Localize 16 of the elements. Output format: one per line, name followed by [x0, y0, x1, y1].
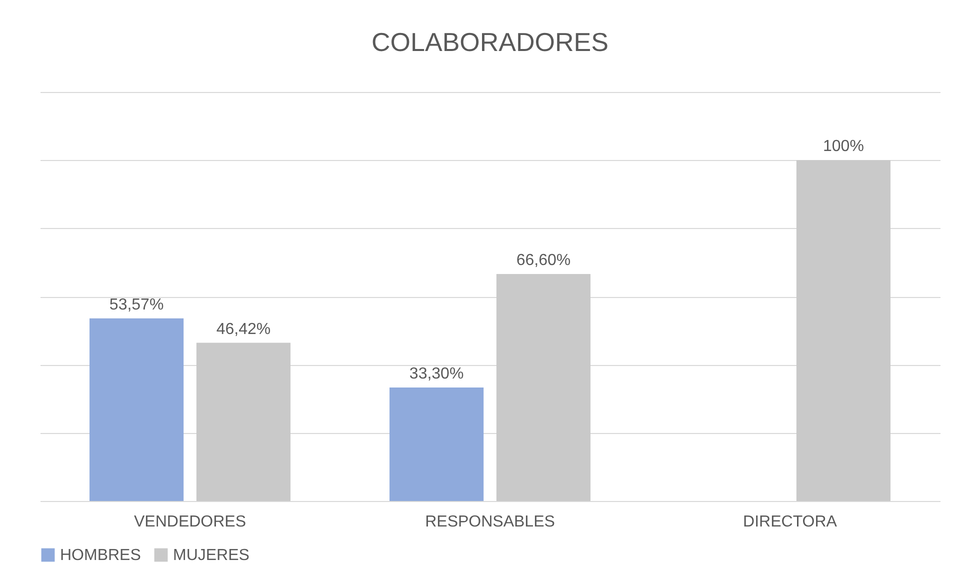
- bar: [90, 318, 184, 501]
- legend-label: HOMBRES: [60, 547, 141, 564]
- x-tick-label: DIRECTORA: [743, 514, 838, 530]
- data-label: 46,42%: [216, 320, 271, 338]
- data-label: 66,60%: [516, 252, 571, 270]
- x-tick-label: VENDEDORES: [134, 514, 246, 530]
- bar: [196, 342, 290, 501]
- legend-label: MUJERES: [173, 547, 250, 564]
- data-label: 53,57%: [109, 296, 164, 314]
- x-tick-label: RESPONSABLES: [425, 514, 555, 530]
- bar: [496, 274, 590, 501]
- data-label: 33,30%: [409, 366, 464, 383]
- bar: [796, 160, 890, 501]
- chart-title: COLABORADORES: [372, 27, 608, 57]
- bar: [390, 388, 484, 501]
- data-label: 100%: [822, 138, 864, 156]
